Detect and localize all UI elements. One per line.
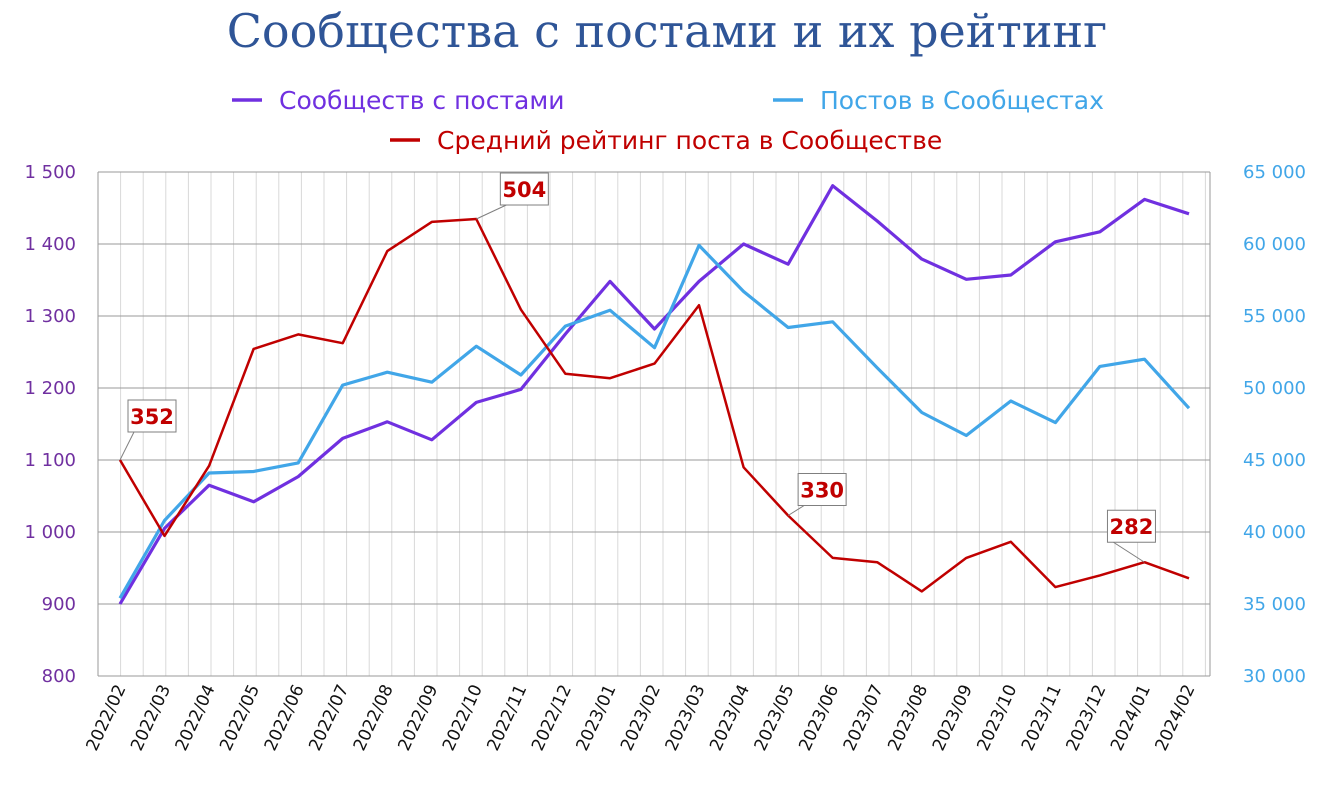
- chart-title: Сообщества с постами и их рейтинг: [226, 4, 1108, 58]
- annotation-label: 330: [800, 479, 844, 503]
- x-tick-label: 2022/04: [172, 682, 220, 754]
- x-tick-label: 2022/07: [305, 682, 353, 754]
- y-right-tick-label: 65 000: [1243, 162, 1306, 183]
- x-tick-label: 2022/03: [127, 682, 175, 754]
- annotation-leader: [119, 431, 135, 461]
- axes: 800 30 000 900 35 000 1 000 40 000 1 100 45 000…: [24, 162, 1306, 754]
- annotation-box: [1106, 509, 1156, 543]
- x-tick-label: 2023/08: [884, 682, 932, 754]
- x-tick-label: 2024/02: [1152, 682, 1200, 754]
- x-tick-label: 2023/12: [1062, 682, 1110, 754]
- y-right-tick-label: 55 000: [1243, 306, 1306, 327]
- series-line: [118, 184, 1190, 605]
- annotation-leader: [476, 204, 507, 220]
- y-right-tick-label: 45 000: [1243, 450, 1306, 471]
- y-left-tick-label: 800: [42, 666, 76, 687]
- annotation-leader: [1113, 541, 1145, 563]
- grid: [97, 171, 1210, 677]
- x-tick-label: 2023/02: [617, 682, 665, 754]
- y-left-tick-label: 1 300: [24, 306, 76, 327]
- y-left-tick-label: 1 100: [24, 450, 76, 471]
- x-tick-label: 2022/02: [83, 682, 131, 754]
- x-tick-label: 2022/09: [394, 682, 442, 754]
- legend-label: Средний рейтинг поста в Сообществе: [437, 126, 942, 155]
- y-right-tick-label: 35 000: [1243, 594, 1306, 615]
- x-tick-label: 2023/09: [929, 682, 977, 754]
- annotation-label: 352: [130, 405, 174, 429]
- y-left-tick-label: 1 200: [24, 378, 76, 399]
- legend: Сообществ с постами Постов в Сообщестах Ср…: [232, 86, 1104, 155]
- annotation-box: [797, 473, 847, 506]
- x-tick-label: 2022/10: [439, 682, 487, 754]
- x-tick-label: 2022/12: [528, 682, 576, 754]
- x-tick-label: 2022/11: [483, 682, 531, 754]
- series-line: [118, 243, 1191, 599]
- annotation-leader: [787, 505, 805, 516]
- y-left-tick-label: 1 400: [24, 234, 76, 255]
- x-tick-label: 2022/05: [216, 682, 264, 754]
- x-tick-label: 2023/10: [973, 682, 1021, 754]
- y-right-tick-label: 40 000: [1243, 522, 1306, 543]
- x-tick-label: 2023/04: [706, 682, 754, 754]
- y-right-tick-label: 60 000: [1243, 234, 1306, 255]
- annotation-box: [127, 399, 177, 433]
- x-tick-label: 2023/07: [840, 682, 888, 754]
- x-tick-label: 2022/08: [350, 682, 398, 754]
- annotation-label: 282: [1110, 515, 1154, 539]
- annotation-label: 504: [502, 178, 546, 202]
- y-left-tick-label: 1 500: [24, 162, 76, 183]
- x-tick-label: 2022/06: [261, 682, 309, 754]
- x-tick-label: 2023/11: [1018, 682, 1066, 754]
- y-right-tick-label: 50 000: [1243, 378, 1306, 399]
- legend-label: Сообществ с постами: [279, 86, 564, 115]
- series-line: [118, 217, 1190, 593]
- x-tick-label: 2023/03: [662, 682, 710, 754]
- annotation-box: [499, 172, 549, 206]
- annotations: 352 504 330 282: [119, 172, 1156, 563]
- x-tick-label: 2023/05: [751, 682, 799, 754]
- y-left-tick-label: 1 000: [24, 522, 76, 543]
- x-tick-label: 2023/01: [573, 682, 621, 754]
- y-right-tick-label: 30 000: [1243, 666, 1306, 687]
- y-left-tick-label: 900: [42, 594, 76, 615]
- x-tick-label: 2023/06: [795, 682, 843, 754]
- legend-label: Постов в Сообщестах: [820, 86, 1104, 115]
- x-tick-label: 2024/01: [1107, 682, 1155, 754]
- series-lines: [118, 184, 1191, 605]
